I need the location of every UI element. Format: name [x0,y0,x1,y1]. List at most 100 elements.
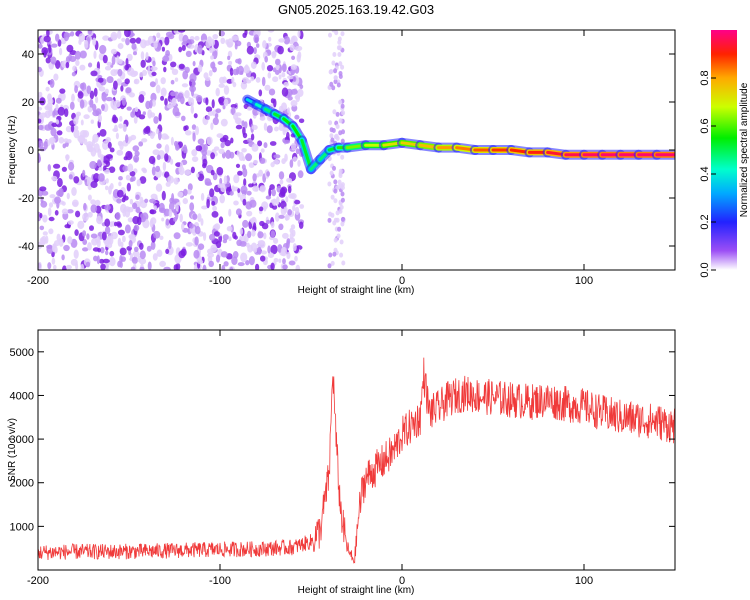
noise-speck [267,72,272,79]
noise-speck [139,266,145,270]
noise-speck [220,37,226,44]
noise-speck [48,44,52,54]
noise-speck [197,213,202,223]
noise-speck [263,122,268,131]
noise-speck [210,244,218,253]
noise-speck [86,233,90,240]
spectrogram-trace [242,94,675,175]
noise-speck [281,72,286,78]
noise-speck [100,263,106,270]
noise-speck [259,157,266,164]
noise-speck [102,155,110,164]
noise-speck [85,261,91,268]
noise-speck [121,197,126,203]
noise-speck [133,79,138,85]
noise-speck [215,108,222,113]
noise-speck [336,82,341,88]
noise-speck [139,176,147,184]
noise-speck [97,114,102,123]
noise-speck [341,129,345,135]
noise-speck [213,146,220,151]
noise-speck [210,152,216,160]
noise-speck [182,34,189,45]
noise-speck [340,197,345,203]
noise-speck [141,138,148,143]
noise-speck [200,218,204,226]
noise-speck [193,113,198,119]
noise-speck [48,228,54,235]
noise-speck [181,223,185,231]
noise-speck [290,64,297,70]
noise-speck [52,243,56,253]
noise-speck [240,81,248,90]
noise-speck [268,88,276,96]
noise-speck [194,236,199,246]
noise-speck [184,125,189,131]
noise-speck [250,133,255,141]
noise-speck [57,39,62,47]
noise-speck [158,202,165,212]
noise-speck [230,137,234,144]
noise-speck [187,39,195,45]
noise-speck [260,255,266,262]
noise-speck [186,189,192,195]
noise-speck [337,184,342,190]
noise-speck [238,151,244,161]
snr-axes: -200 -100 0 100 1000 2000 3000 4000 5000 [10,330,675,587]
noise-speck [328,252,333,258]
noise-speck [253,159,259,165]
noise-speck [235,124,243,130]
noise-speck [69,55,77,63]
noise-speck [120,85,124,92]
noise-speck [131,43,137,50]
noise-speck [116,189,124,198]
noise-speck [277,45,284,55]
noise-speck [246,190,252,196]
noise-speck [340,31,345,37]
noise-speck [113,80,118,90]
noise-speck [191,81,196,86]
noise-speck [155,183,163,192]
noise-speck [242,198,247,206]
noise-speck [133,116,138,124]
noise-speck [67,236,73,244]
noise-speck [173,216,178,222]
x-tick-label: -200 [27,575,49,587]
noise-speck [189,73,197,83]
noise-speck [340,103,345,109]
noise-speck [227,38,234,48]
noise-speck [94,199,101,207]
noise-speck [245,79,252,84]
noise-speck [151,166,156,176]
noise-speck [178,63,185,70]
noise-speck [294,255,298,262]
noise-speck [96,215,102,224]
colorbar-tick-label: 0.0 [699,262,711,277]
noise-speck [42,214,48,223]
noise-speck [146,245,152,252]
noise-speck [338,74,343,79]
noise-speck [153,205,157,210]
noise-speck [335,124,340,129]
noise-speck [82,230,87,237]
noise-speck [331,60,336,66]
noise-speck [340,185,345,191]
noise-speck [124,209,131,218]
noise-speck [257,240,265,245]
noise-speck [291,55,296,60]
noise-speck [331,30,336,33]
noise-speck [158,112,162,122]
noise-speck [122,123,127,132]
noise-speck [46,102,53,110]
noise-speck [237,65,244,76]
noise-speck [255,77,261,83]
noise-speck [203,143,208,152]
noise-speck [214,223,221,231]
noise-speck [207,111,214,116]
noise-speck [178,46,183,53]
noise-speck [341,110,346,116]
noise-speck [287,107,290,114]
noise-speck [83,114,90,120]
noise-speck [341,260,346,266]
